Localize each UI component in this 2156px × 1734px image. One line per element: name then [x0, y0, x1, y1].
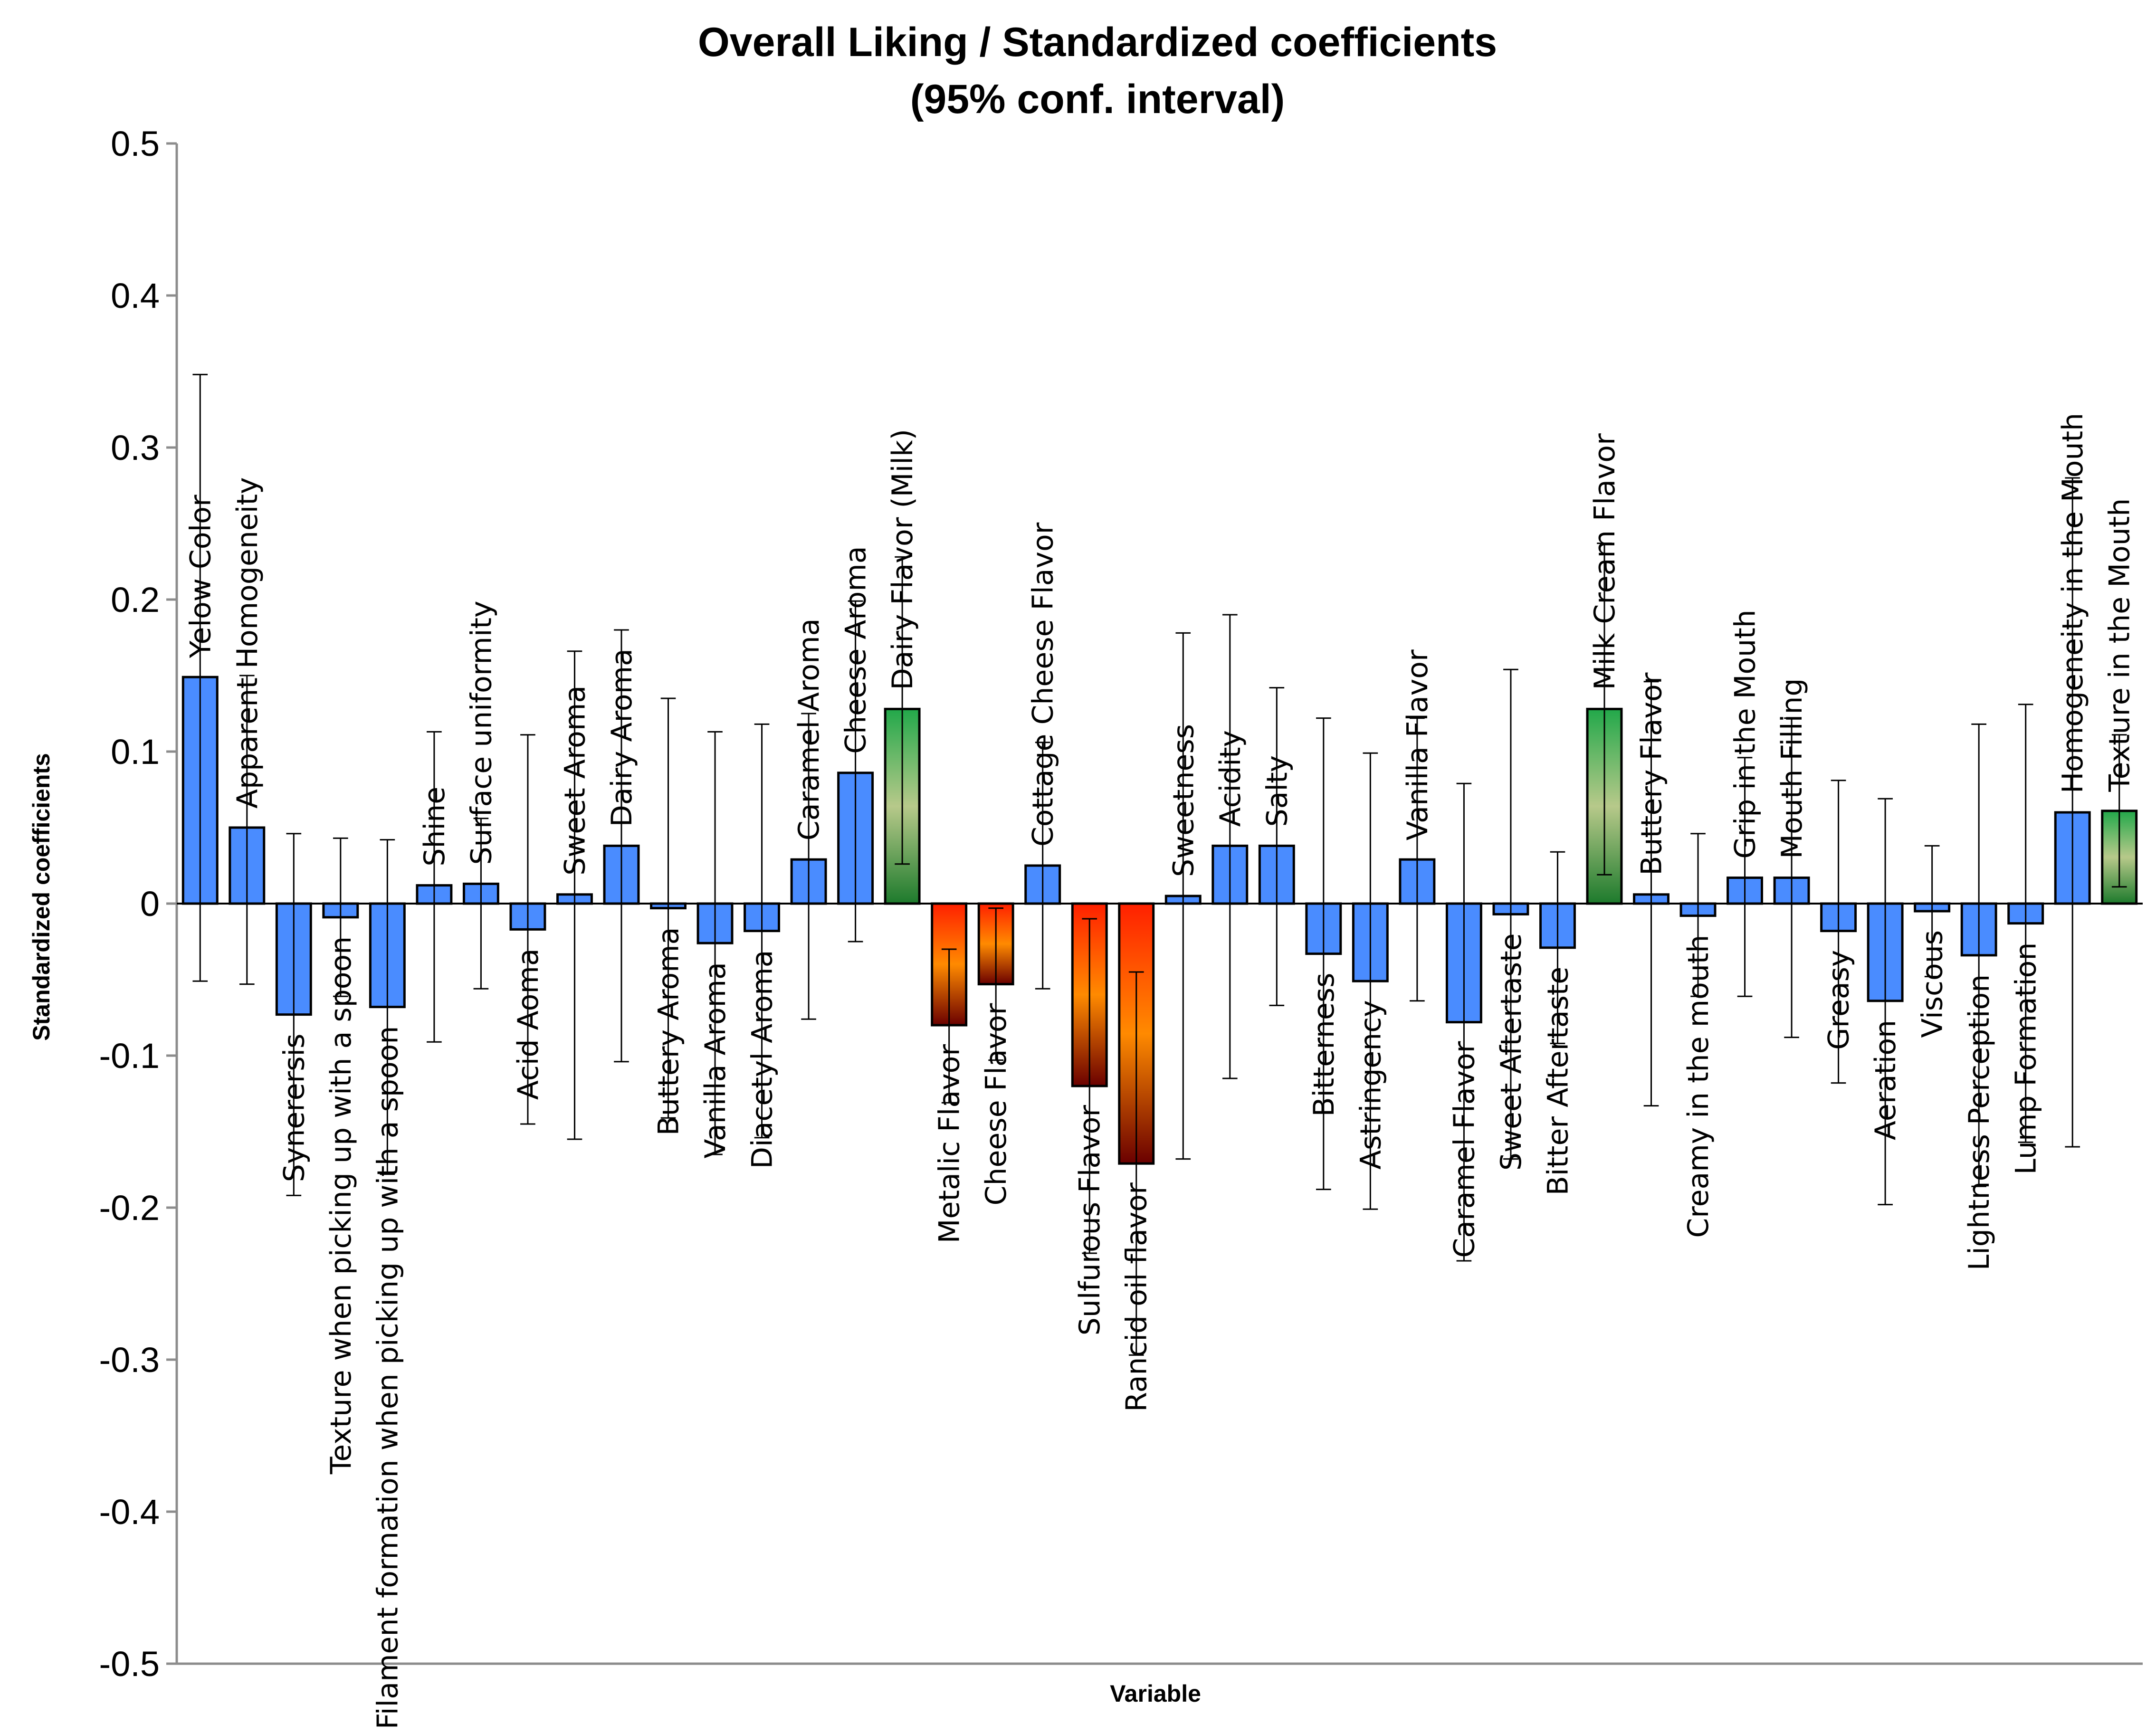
- category-label: Yelow Color: [184, 495, 217, 658]
- category-label: Rancid oil flavor: [1120, 1182, 1154, 1412]
- category-label: Synerersis: [277, 1034, 311, 1182]
- y-tick-label: 0.1: [111, 732, 160, 772]
- category-label: Dairy Aroma: [605, 648, 639, 827]
- category-label: Greasy: [1822, 950, 1856, 1050]
- chart-title: Overall Liking / Standardized coefficien…: [698, 19, 1497, 65]
- category-label: Sweet Aroma: [558, 686, 591, 876]
- category-label: Cottage Cheese Flavor: [1027, 522, 1060, 847]
- y-tick-label: -0.3: [99, 1340, 160, 1380]
- category-label: Sweet Aftertaste: [1495, 933, 1528, 1171]
- category-label: Caramel Flavor: [1448, 1041, 1481, 1258]
- category-label: Filament formation when picking up with …: [371, 1026, 404, 1730]
- category-label: Astringency: [1354, 1000, 1387, 1170]
- y-tick-label: 0: [140, 884, 160, 924]
- category-label: Texture when picking up with a spoon: [324, 936, 358, 1475]
- category-label: Vanilla Flavor: [1401, 649, 1434, 840]
- bar-labels: Yelow Color Apparent Homogeneity Synerersi…: [184, 413, 2136, 1729]
- category-label: Mouth Filling: [1775, 678, 1809, 859]
- y-tick-label: 0.4: [111, 276, 160, 315]
- y-tick-label: 0.3: [111, 428, 160, 467]
- y-tick-label: -0.1: [99, 1036, 160, 1076]
- category-label: Acidity: [1214, 730, 1247, 827]
- category-label: Salty: [1260, 755, 1294, 827]
- category-label: Cheese Aroma: [840, 546, 873, 753]
- category-label: Cheese Flavor: [980, 1003, 1013, 1205]
- y-axis-title: Standardized coefficients: [28, 753, 55, 1041]
- category-label: Lump Formation: [2010, 943, 2043, 1175]
- category-label: Metalic Flavor: [933, 1044, 966, 1244]
- category-label: Diacetyl Aroma: [746, 950, 779, 1169]
- category-label: Buttery Flavor: [1635, 672, 1669, 876]
- category-label: Homogeneity in the Mouth: [2056, 413, 2089, 793]
- category-label: Grip in the Mouth: [1729, 610, 1762, 858]
- category-label: Creamy in the mouth: [1682, 935, 1715, 1238]
- category-label: Aeration: [1869, 1020, 1902, 1140]
- x-axis-title: Variable: [1110, 1680, 1201, 1707]
- category-label: Texture in the Mouth: [2103, 498, 2137, 792]
- category-label: Milk Cream Flavor: [1588, 433, 1622, 690]
- category-label: Viscous: [1916, 930, 1949, 1038]
- category-label: Lightness Perception: [1963, 974, 1996, 1271]
- category-label: Vanilla Aroma: [699, 962, 732, 1158]
- category-label: Buttery Aroma: [652, 927, 686, 1136]
- category-label: Apparent Homogeneity: [231, 477, 264, 809]
- error-bars: [192, 373, 2127, 1356]
- category-label: Shine: [418, 787, 451, 867]
- category-label: Caramel Aroma: [792, 619, 826, 841]
- category-label: Sulfurous Flavor: [1073, 1105, 1107, 1336]
- y-tick-label: -0.5: [99, 1644, 160, 1684]
- category-label: Dairy Flavor (Milk): [886, 429, 919, 690]
- y-tick-label: -0.2: [99, 1188, 160, 1228]
- y-axis: 0.5 0.4 0.3 0.2 0.1 0 -0.1 -0.2 -0.3 -0.4 -0.5: [99, 124, 177, 1684]
- y-tick-label: 0.2: [111, 580, 160, 619]
- category-label: Sweetness: [1167, 724, 1200, 877]
- category-label: Surface uniformity: [465, 600, 498, 865]
- category-label: Bitterness: [1307, 973, 1341, 1117]
- y-tick-label: 0.5: [111, 124, 160, 163]
- category-label: Bitter Aftertaste: [1541, 967, 1574, 1196]
- chart-subtitle: (95% conf. interval): [910, 76, 1285, 122]
- category-label: Acid Aoma: [512, 948, 545, 1100]
- y-tick-label: -0.4: [99, 1492, 160, 1532]
